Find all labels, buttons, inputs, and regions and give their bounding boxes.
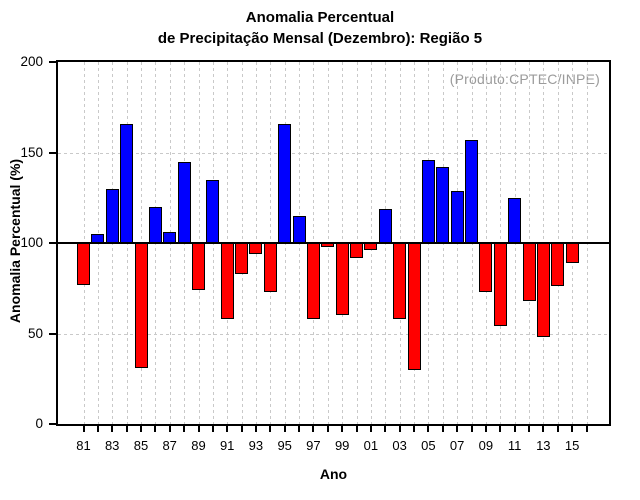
- x-tick: [183, 424, 186, 432]
- x-tick: [111, 424, 114, 432]
- y-tick: [49, 151, 58, 154]
- plot-area: 81 83 85 87 89 91 93 95 97 99 01 03 05 07 09 11 13 15 0 50 1…: [20, 54, 611, 453]
- x-tick-label: 99: [334, 438, 350, 453]
- x-tick-label: 03: [392, 438, 407, 453]
- y-tick: [49, 332, 58, 335]
- chart-title-line1: Anomalia Percentual: [245, 9, 395, 26]
- x-tick-label: 11: [507, 438, 522, 453]
- y-tick-label: 0: [35, 416, 43, 431]
- y-tick-label: 100: [20, 235, 43, 250]
- y-tick: [49, 423, 58, 425]
- x-tick-label: 15: [564, 438, 580, 453]
- x-tick: [585, 424, 588, 432]
- x-tick: [254, 424, 257, 432]
- x-tick: [456, 424, 459, 432]
- x-tick: [398, 424, 401, 432]
- x-tick: [384, 424, 387, 432]
- x-tick: [427, 424, 430, 432]
- x-tick-label: 87: [162, 438, 177, 453]
- x-tick: [298, 424, 300, 432]
- y-gridline: [58, 152, 609, 154]
- x-tick: [470, 424, 473, 432]
- x-tick: [528, 424, 530, 432]
- x-tick-label: 81: [76, 438, 91, 453]
- chart-title: Anomalia Percentual de Precipitação Mens…: [0, 7, 640, 49]
- y-gridline: [58, 333, 609, 335]
- x-tick: [82, 424, 85, 432]
- x-tick-label: 97: [306, 438, 321, 453]
- x-tick: [269, 424, 272, 432]
- x-tick: [96, 424, 99, 432]
- x-tick: [283, 424, 286, 432]
- x-tick: [211, 424, 214, 432]
- x-tick: [484, 424, 487, 432]
- baseline-100: [58, 242, 609, 244]
- x-tick: [240, 424, 243, 432]
- y-tick-label: 150: [20, 144, 43, 160]
- chart-title-line2: de Precipitação Mensal (Dezembro): Regiã…: [157, 30, 483, 47]
- x-tick: [355, 424, 358, 432]
- y-tick-label: 50: [27, 325, 43, 341]
- y-tick: [49, 242, 58, 244]
- x-tick: [556, 424, 559, 432]
- x-tick-label: 91: [219, 438, 235, 453]
- x-axis-title: Ano: [319, 466, 348, 482]
- x-tick: [499, 424, 502, 432]
- x-tick-label: 07: [449, 438, 465, 453]
- x-tick: [226, 424, 229, 432]
- x-tick-label: 93: [248, 438, 264, 453]
- x-tick-label: 05: [421, 438, 436, 453]
- x-tick: [168, 424, 171, 432]
- x-tick: [326, 424, 329, 432]
- x-tick: [542, 424, 545, 432]
- product-annotation: (Produto:CPTEC/INPE): [449, 71, 600, 87]
- x-tick: [312, 424, 315, 432]
- x-tick: [369, 424, 372, 432]
- x-tick: [441, 424, 444, 432]
- x-tick-label: 85: [133, 438, 149, 453]
- x-tick: [571, 424, 574, 432]
- plot-border: [56, 60, 611, 426]
- x-tick: [513, 424, 516, 432]
- x-tick: [125, 424, 128, 432]
- x-tick: [341, 424, 344, 432]
- x-tick: [413, 424, 415, 432]
- y-tick: [49, 61, 58, 63]
- x-tick-label: 09: [478, 438, 494, 453]
- x-tick: [154, 424, 157, 432]
- x-tick: [140, 424, 142, 432]
- x-tick-label: 95: [277, 438, 292, 453]
- y-tick-label: 200: [20, 54, 43, 69]
- x-tick-label: 89: [191, 438, 206, 453]
- x-tick-label: 83: [104, 438, 120, 453]
- x-tick: [197, 424, 200, 432]
- x-tick-label: 13: [536, 438, 551, 453]
- x-tick-label: 01: [363, 438, 379, 453]
